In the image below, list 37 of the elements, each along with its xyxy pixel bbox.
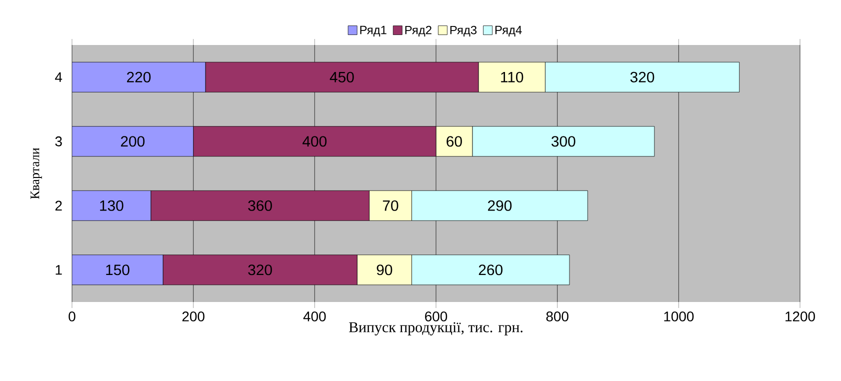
bar: [72, 190, 152, 221]
legend-label: Ряд4: [495, 26, 522, 36]
bar: [72, 254, 164, 286]
data-label: 110: [501, 72, 524, 82]
x-axis-title: Випуск продукції, тис. грн.: [348, 322, 522, 336]
x-tick-label: 800: [546, 312, 568, 322]
data-label: 200: [120, 136, 145, 147]
y-tick-label: 4: [55, 72, 62, 82]
y-tick-label: 3: [55, 136, 62, 146]
x-tick-label: 200: [182, 312, 204, 322]
y-axis-title: Квартали: [30, 148, 42, 199]
data-label: 90: [376, 264, 392, 276]
x-tick-label: 0: [68, 312, 76, 322]
data-label: 70: [382, 200, 398, 211]
bar: [72, 62, 206, 92]
x-tick-label: 600: [425, 312, 448, 322]
x-tick-label: 1000: [664, 312, 694, 322]
data-label: 130: [100, 200, 124, 211]
data-label: 300: [552, 136, 576, 147]
legend-label: Ряд1: [360, 26, 386, 36]
data-label: 400: [302, 136, 327, 147]
data-label: 320: [248, 264, 272, 276]
x-tick-label: 400: [303, 312, 326, 322]
x-tick-label: 1200: [786, 312, 815, 322]
data-label: 260: [478, 264, 502, 276]
bar: [72, 126, 194, 157]
y-tick-label: 2: [55, 200, 62, 210]
legend-label: Ряд2: [405, 26, 432, 37]
data-label: 150: [106, 264, 130, 276]
data-label: 60: [446, 136, 462, 147]
data-label: 290: [488, 200, 512, 211]
data-label: 220: [127, 72, 151, 82]
data-label: 360: [248, 200, 272, 211]
y-tick-label: 1: [56, 265, 62, 275]
data-label: 450: [330, 72, 354, 82]
legend-label: Ряд3: [450, 26, 477, 37]
data-label: 320: [630, 72, 654, 82]
